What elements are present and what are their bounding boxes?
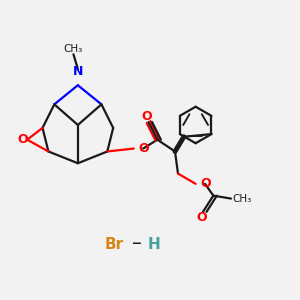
- Text: –: –: [132, 234, 142, 253]
- Text: Br: Br: [105, 237, 124, 252]
- Text: CH₃: CH₃: [63, 44, 82, 54]
- Text: O: O: [196, 211, 207, 224]
- Text: N: N: [73, 65, 83, 78]
- Text: CH₃: CH₃: [232, 194, 252, 204]
- Text: H: H: [148, 237, 161, 252]
- Text: O: O: [17, 133, 28, 146]
- Text: O: O: [142, 110, 152, 123]
- Text: O: O: [200, 177, 211, 190]
- Text: O: O: [138, 142, 149, 155]
